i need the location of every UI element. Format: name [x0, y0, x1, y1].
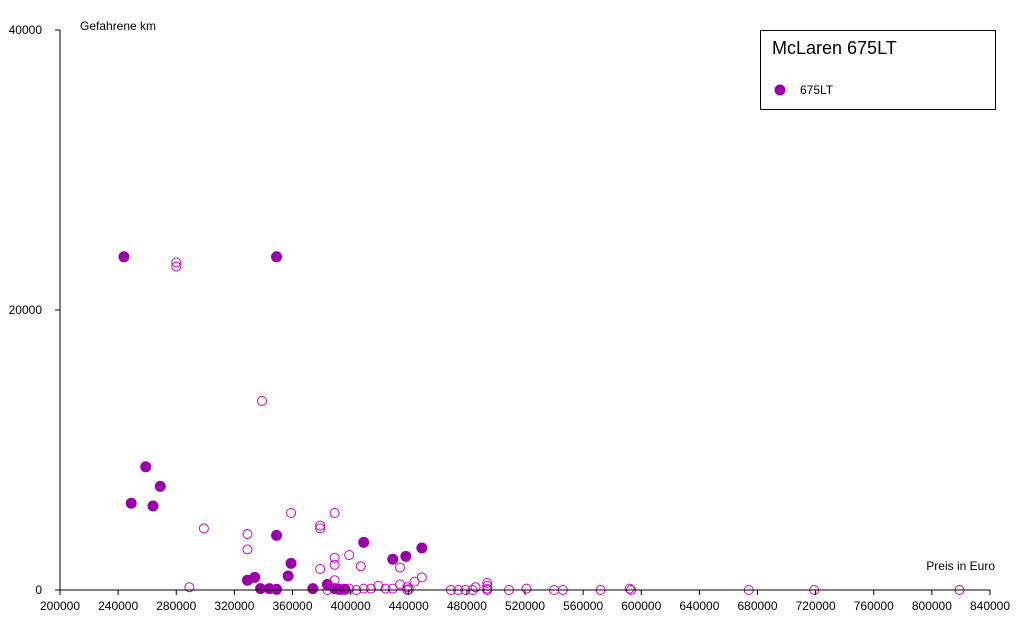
- x-tick-label: 520000: [505, 599, 545, 613]
- x-tick-label: 200000: [40, 599, 80, 613]
- data-point-filled: [271, 583, 283, 595]
- data-point-hollow: [256, 396, 267, 406]
- data-point-filled: [140, 461, 152, 473]
- data-point-hollow: [482, 578, 493, 588]
- data-point-filled: [147, 500, 159, 512]
- data-point-filled: [282, 570, 294, 582]
- data-point-filled: [241, 574, 253, 586]
- y-tick-label: 40000: [9, 23, 43, 37]
- x-tick-label: 240000: [98, 599, 138, 613]
- data-point-filled: [400, 550, 412, 562]
- x-tick-label: 320000: [214, 599, 254, 613]
- x-tick-label: 480000: [447, 599, 487, 613]
- y-axis-ticks: 0 20000 40000: [9, 23, 60, 597]
- x-tick-label: 840000: [970, 599, 1010, 613]
- data-point-hollow: [198, 523, 209, 534]
- data-point-hollow: [395, 579, 406, 590]
- data-point-hollow: [380, 583, 391, 594]
- data-point-hollow: [286, 508, 297, 518]
- x-tick-label: 280000: [156, 599, 196, 613]
- data-point-filled: [125, 497, 137, 509]
- data-point-hollow: [344, 550, 355, 560]
- y-tick-label: 20000: [9, 303, 43, 317]
- legend: McLaren 675LT 675LT: [760, 30, 996, 110]
- x-axis-ticks: 200000 240000 280000 320000 360000 400000 4400…: [40, 590, 1010, 613]
- data-point-hollow: [344, 583, 355, 594]
- legend-marker: [774, 84, 786, 96]
- data-point-hollow: [470, 582, 481, 593]
- data-point-hollow: [329, 575, 340, 586]
- legend-label: 675LT: [800, 83, 834, 97]
- data-point-hollow: [402, 582, 413, 593]
- x-tick-label: 560000: [563, 599, 603, 613]
- data-point-hollow: [171, 261, 182, 272]
- data-point-hollow: [395, 562, 406, 573]
- data-point-hollow: [315, 520, 326, 531]
- data-point-hollow: [358, 583, 369, 594]
- data-point-filled: [387, 553, 399, 565]
- x-tick-label: 760000: [854, 599, 894, 613]
- data-point-hollow: [329, 508, 340, 518]
- data-point-hollow: [387, 583, 398, 594]
- x-tick-label: 600000: [621, 599, 661, 613]
- x-tick-label: 720000: [796, 599, 836, 613]
- data-point-hollow: [171, 257, 182, 268]
- data-point-filled: [118, 251, 130, 263]
- data-point-filled: [285, 557, 297, 569]
- data-point-hollow: [184, 582, 195, 593]
- x-tick-label: 800000: [912, 599, 952, 613]
- x-tick-label: 440000: [389, 599, 429, 613]
- data-point-filled: [307, 583, 319, 595]
- data-point-hollow: [315, 523, 326, 534]
- x-tick-label: 680000: [737, 599, 777, 613]
- data-point-hollow: [624, 583, 635, 594]
- data-point-hollow: [365, 583, 376, 594]
- data-point-hollow: [355, 561, 366, 572]
- legend-box: [760, 30, 996, 110]
- data-point-filled: [271, 251, 283, 263]
- data-point-hollow: [242, 544, 253, 555]
- y-tick-label: 0: [35, 583, 42, 597]
- y-axis-label: Gefahrene km: [80, 19, 156, 33]
- data-point-hollow: [521, 583, 532, 594]
- data-point-hollow: [416, 572, 427, 583]
- data-point-filled: [271, 529, 283, 541]
- x-tick-label: 400000: [331, 599, 371, 613]
- chart-title: McLaren 675LT: [772, 38, 897, 58]
- data-point-filled: [154, 480, 166, 492]
- x-tick-label: 640000: [679, 599, 719, 613]
- data-points: [118, 251, 965, 595]
- data-point-filled: [416, 542, 428, 554]
- x-tick-label: 360000: [272, 599, 312, 613]
- data-point-hollow: [315, 564, 326, 574]
- x-axis-label: Preis in Euro: [926, 559, 995, 573]
- data-point-hollow: [329, 552, 340, 563]
- data-point-filled: [358, 536, 370, 548]
- data-point-hollow: [409, 576, 420, 587]
- data-point-hollow: [329, 559, 340, 570]
- data-point-hollow: [242, 529, 253, 539]
